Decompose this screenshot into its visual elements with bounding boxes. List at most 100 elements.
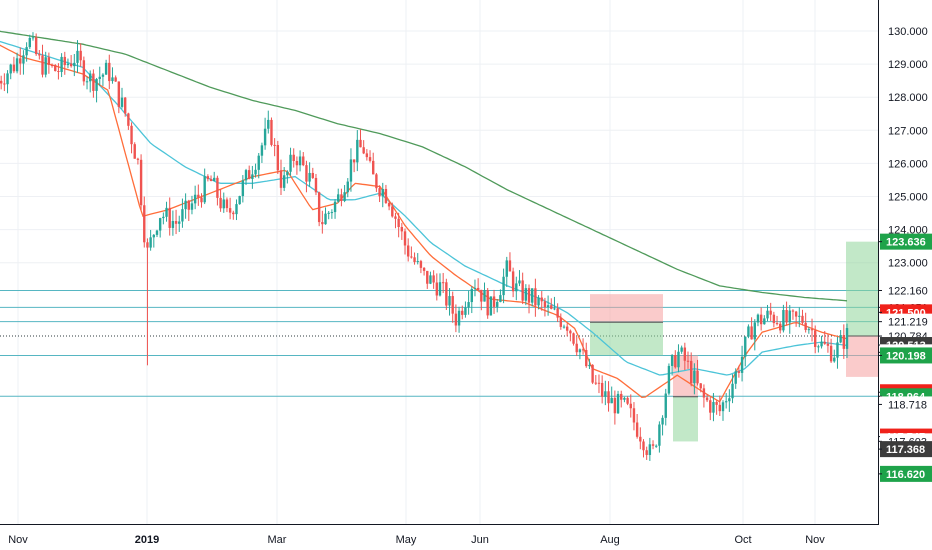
- candle-body: [378, 188, 381, 197]
- candle-body: [486, 290, 489, 316]
- candle-body: [410, 256, 413, 258]
- candle-body: [340, 194, 343, 201]
- candle-body: [12, 64, 16, 72]
- candle-body: [775, 323, 779, 325]
- candle-body: [432, 275, 435, 283]
- candle-body: [492, 296, 496, 307]
- candle-body: [95, 78, 98, 91]
- candle-body: [438, 282, 442, 296]
- price-tag-label: 121.219: [888, 317, 928, 329]
- candle-body: [470, 288, 473, 303]
- candle-body: [66, 63, 70, 66]
- candle-body: [251, 174, 254, 179]
- candle-body: [718, 404, 722, 412]
- candle-body: [82, 60, 86, 82]
- candle-body: [324, 213, 327, 225]
- candle-body: [721, 402, 725, 412]
- candle-body: [346, 181, 349, 193]
- candle-body: [92, 73, 95, 91]
- price-tags: 123.636122.160121.651121.500121.219120.7…: [878, 233, 932, 482]
- target-zone: [846, 241, 878, 337]
- target-zone: [590, 322, 663, 356]
- candle-body: [604, 391, 607, 397]
- candle-body: [597, 382, 601, 384]
- price-tick-label: 130.000: [888, 26, 928, 38]
- candle-body: [689, 360, 693, 384]
- candle-body: [241, 180, 245, 197]
- candle-body: [391, 206, 394, 217]
- time-tick-label: Mar: [268, 534, 287, 546]
- candle-body: [696, 370, 699, 384]
- candle-body: [794, 311, 798, 317]
- candle-body: [73, 62, 76, 67]
- candle-body: [63, 56, 66, 66]
- candle-body: [394, 216, 397, 219]
- candle-body: [581, 349, 585, 351]
- candle-body: [387, 202, 391, 207]
- candle-body: [155, 230, 159, 235]
- candle-body: [298, 156, 302, 166]
- price-tick-label: 128.000: [888, 92, 928, 104]
- candle-body: [381, 188, 384, 197]
- candle-body: [225, 199, 229, 209]
- candle-body: [435, 282, 439, 296]
- price-tag-box: [880, 347, 932, 364]
- candle-body: [473, 287, 477, 289]
- candle-body: [162, 216, 165, 219]
- candle-body: [737, 371, 741, 373]
- candle-body: [114, 77, 117, 82]
- candle-body: [585, 350, 588, 367]
- candle-body: [798, 315, 801, 317]
- candle-body: [356, 139, 359, 163]
- candle-body: [626, 397, 629, 404]
- candle-body: [569, 330, 572, 334]
- candle-body: [133, 144, 136, 159]
- candle-body: [47, 57, 51, 65]
- candle-body: [200, 197, 203, 203]
- candle-body: [117, 81, 121, 107]
- candle-body: [314, 177, 318, 193]
- candle-body: [839, 335, 842, 343]
- candle-body: [667, 365, 671, 394]
- candle-body: [515, 283, 518, 292]
- candle-body: [349, 159, 353, 182]
- candle-body: [311, 172, 314, 178]
- candle-body: [820, 341, 823, 347]
- candle-body: [658, 424, 661, 446]
- price-tag-box: [880, 282, 932, 299]
- candle-body: [372, 160, 375, 175]
- candle-body: [807, 329, 811, 331]
- candle-body: [766, 310, 769, 319]
- candle-body: [413, 257, 416, 263]
- candle-body: [750, 326, 753, 340]
- candle-body: [801, 315, 804, 323]
- position-zones: [590, 241, 878, 442]
- candle-body: [228, 208, 232, 213]
- candle-body: [496, 301, 499, 307]
- candle-body: [85, 81, 89, 83]
- price-tick-label: 126.000: [888, 158, 928, 170]
- candle-body: [680, 347, 683, 352]
- price-tag-label: 118.718: [888, 399, 927, 411]
- candle-body: [333, 201, 337, 213]
- candle-body: [321, 222, 324, 225]
- price-axis: 130.000 129.000 128.000 127.000 126.000 125.0…: [888, 26, 928, 270]
- time-tick-label: May: [396, 534, 417, 546]
- candle-body: [127, 113, 130, 126]
- candle-body: [3, 83, 6, 85]
- candle-body: [171, 221, 175, 228]
- candle-body: [600, 382, 604, 397]
- candle-body: [785, 309, 788, 323]
- candle-body: [139, 159, 143, 206]
- candle-body: [0, 80, 3, 84]
- candle-body: [165, 207, 168, 217]
- candle-body: [537, 297, 540, 306]
- candle-body: [731, 383, 734, 399]
- candle-body: [111, 77, 114, 82]
- candle-body: [257, 155, 260, 170]
- candle-body: [276, 145, 280, 171]
- ema-fast: [0, 44, 848, 403]
- candle-body: [527, 288, 531, 303]
- candle-body: [168, 207, 171, 228]
- price-tick-label: 123.000: [888, 258, 928, 270]
